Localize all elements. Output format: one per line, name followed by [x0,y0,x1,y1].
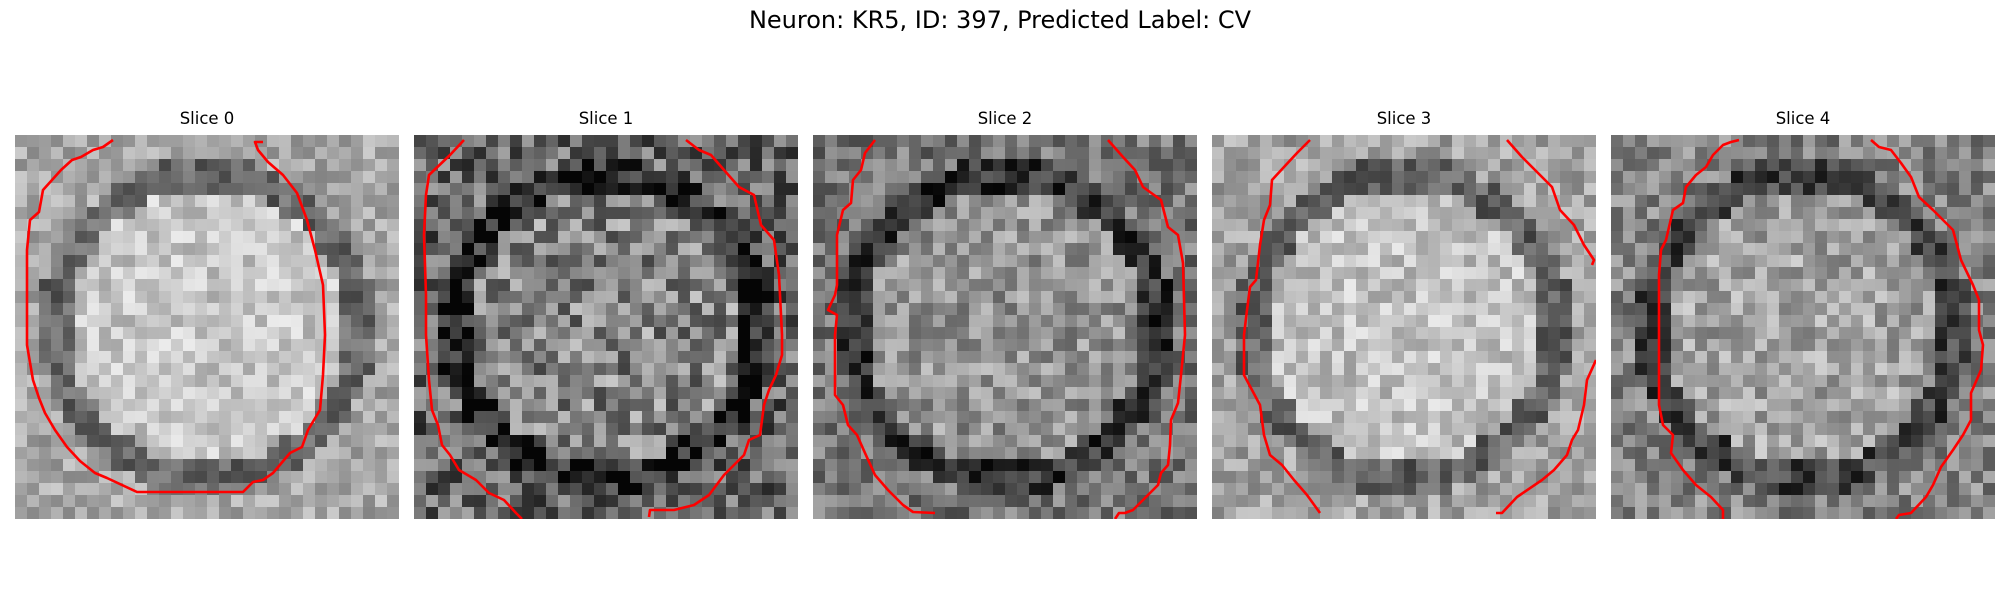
figure-title: Neuron: KR5, ID: 397, Predicted Label: C… [748,6,1252,34]
grayscale-slice-4 [1611,135,1995,519]
slice-image-4 [1611,135,1995,519]
contour-line-1-right [647,138,784,518]
contour-line-2-left [826,139,936,515]
slice-image-1 [414,135,798,519]
grayscale-slice-1 [414,135,798,519]
slice-image-2 [813,135,1197,519]
contour-line-3-left [1242,139,1322,514]
slice-panel-2: Slice 2 [813,108,1197,519]
contour-line-2-right [1107,139,1187,519]
slice-panel-3: Slice 3 [1212,108,1596,519]
contour-overlay-4 [1657,138,1985,519]
contour-overlay-3 [1242,139,1596,515]
slice-title-3: Slice 3 [1376,109,1432,128]
slice-panel-1: Slice 1 [414,108,798,519]
contour-line-4-left [1657,138,1740,519]
slice-title-2: Slice 2 [977,109,1033,128]
contour-line-3-right-lower [1496,359,1596,515]
contour-line-4-right [1870,139,1985,519]
contour-overlay-2 [826,139,1187,519]
contour-line-3-right [1506,139,1596,266]
slice-panel-0: Slice 0 [15,108,399,519]
slice-title-1: Slice 1 [578,109,634,128]
grayscale-slice-3 [1212,135,1596,519]
slice-title-4: Slice 4 [1775,109,1831,128]
slice-title-0: Slice 0 [179,109,235,128]
slice-image-0 [15,135,399,519]
contour-line-0 [25,138,327,494]
contour-overlay-0 [25,138,327,494]
contour-overlay-1 [422,138,784,519]
grayscale-slice-2 [813,135,1197,519]
grayscale-slice-0 [15,135,399,519]
slice-panel-4: Slice 4 [1611,108,1995,519]
contour-line-1-left [422,139,523,519]
slice-image-3 [1212,135,1596,519]
